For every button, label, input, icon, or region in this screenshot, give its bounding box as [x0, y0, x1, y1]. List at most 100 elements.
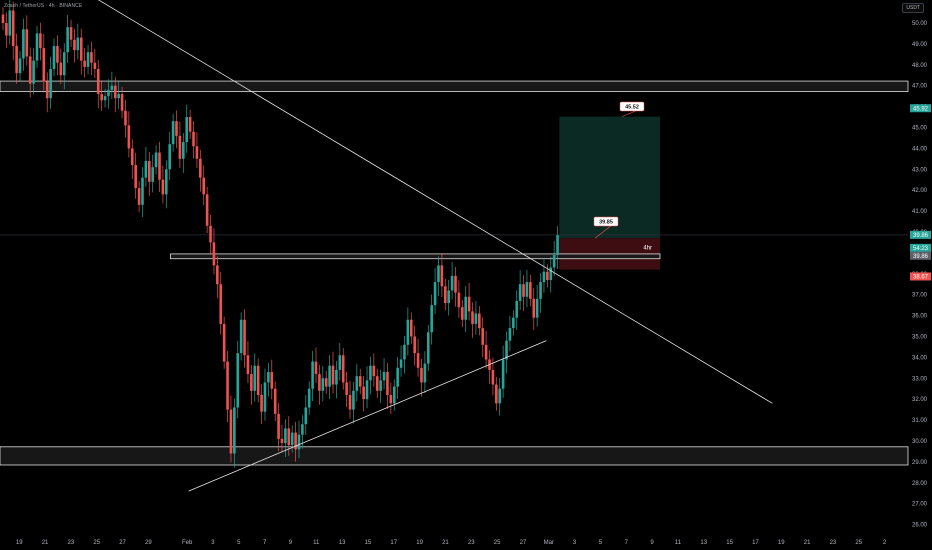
time-axis-label: 19 [416, 540, 423, 546]
candle [73, 39, 76, 51]
candle [396, 367, 399, 387]
candle [532, 298, 536, 318]
candle [209, 225, 212, 243]
candle [25, 29, 29, 57]
time-axis-label: 9 [650, 540, 654, 546]
candle [355, 376, 359, 391]
price-axis-label: 48.00 [912, 63, 928, 69]
candle [45, 81, 49, 99]
candle [219, 284, 223, 324]
candle [107, 89, 110, 97]
candle [205, 194, 209, 226]
candle [113, 85, 117, 99]
candle [52, 45, 56, 69]
price-tag: 38.67 [913, 275, 929, 281]
time-axis-label: 23 [468, 540, 475, 546]
candle [117, 94, 120, 99]
candle [236, 353, 240, 408]
candle [324, 378, 328, 387]
candle [42, 48, 46, 82]
candle [501, 359, 505, 389]
candle [246, 355, 250, 375]
candle [409, 319, 413, 337]
candle [542, 271, 546, 283]
price-axis-label: 35.00 [912, 334, 928, 340]
candle [290, 432, 294, 446]
candle [399, 359, 403, 368]
candle [151, 167, 154, 182]
candle [518, 284, 522, 301]
candle [130, 148, 134, 166]
candle [171, 121, 175, 145]
candle [256, 365, 260, 395]
price-tag: 54:23 [913, 246, 929, 252]
trendline [97, 0, 773, 404]
candle [284, 428, 287, 444]
price-tag-box [910, 230, 931, 239]
candle [484, 344, 488, 360]
candle [222, 323, 226, 362]
candle [239, 319, 243, 354]
candle [175, 121, 178, 136]
candle [311, 361, 314, 389]
currency-button[interactable]: USDT [902, 3, 924, 13]
candle [474, 313, 478, 324]
time-axis-label: 25 [93, 540, 100, 546]
candle [185, 117, 189, 143]
candle [144, 160, 148, 178]
candle [93, 62, 97, 69]
time-axis-label: 15 [365, 540, 372, 546]
time-axis-label: 13 [339, 540, 346, 546]
candle [243, 319, 246, 356]
candle [253, 365, 257, 391]
time-axis-label: 11 [675, 540, 682, 546]
price-axis-label: 31.00 [912, 418, 928, 424]
time-axis-label: 27 [119, 540, 126, 546]
time-axis-label: 25 [855, 540, 862, 546]
time-axis-label: 21 [804, 540, 811, 546]
candle [79, 37, 83, 61]
candle [549, 267, 553, 281]
candle [110, 85, 114, 90]
entry-label-pointer [594, 224, 613, 239]
candle [440, 265, 444, 287]
candle [426, 332, 430, 364]
entry-label: 39.85 [599, 219, 613, 225]
candle [345, 382, 348, 395]
candle [5, 22, 8, 36]
zone-label: 4hr [643, 246, 652, 252]
price-axis-label: 41.00 [912, 209, 928, 215]
price-axis-label: 29.00 [912, 460, 928, 466]
candle [481, 328, 485, 345]
candle [199, 158, 202, 178]
candle [22, 29, 25, 59]
candle [498, 388, 502, 404]
candle [127, 125, 131, 149]
time-axis-label: Feb [182, 540, 193, 546]
entry-label-box [593, 216, 619, 227]
candle [270, 371, 274, 389]
candle [318, 374, 321, 391]
candle [433, 282, 437, 306]
time-axis-label: 13 [700, 540, 707, 546]
candle [556, 235, 559, 255]
candle [86, 52, 90, 67]
candle [120, 94, 124, 111]
time-axis-label: 23 [68, 540, 75, 546]
candle [154, 152, 158, 168]
candle [461, 307, 464, 320]
candle [277, 413, 280, 439]
candle [28, 56, 32, 84]
candle [18, 58, 22, 74]
price-axis-label: 30.00 [912, 439, 928, 445]
candle [273, 388, 277, 414]
candle [83, 60, 86, 67]
candle [59, 62, 63, 76]
time-axis-label: 25 [494, 540, 501, 546]
time-axis-label: 23 [830, 540, 837, 546]
candle [403, 344, 406, 360]
time-axis-label: 19 [778, 540, 785, 546]
candle [369, 365, 372, 381]
